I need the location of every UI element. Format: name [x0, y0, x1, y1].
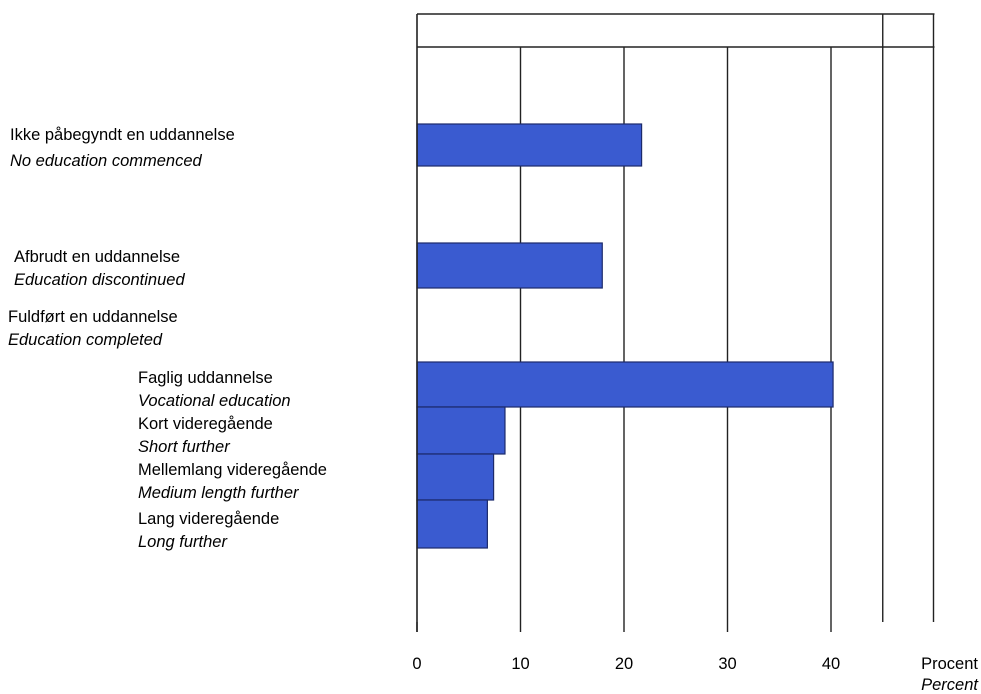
bar-0	[416, 123, 643, 167]
category-labels: Ikke påbegyndt en uddannelse No education…	[8, 126, 327, 551]
x-tick-label-20: 20	[615, 655, 633, 673]
bar-5	[416, 499, 488, 549]
category-label-5: Lang videregående	[138, 510, 279, 528]
x-tick-label-30: 30	[718, 655, 736, 673]
x-tick-label-40: 40	[822, 655, 840, 673]
x-axis-label-en: Percent	[921, 676, 979, 694]
category-label-0: Ikke påbegyndt en uddannelse	[10, 126, 235, 144]
category-label-en-5: Long further	[138, 533, 228, 551]
bar-2	[416, 361, 834, 408]
bars	[416, 123, 834, 549]
bar-3	[416, 406, 506, 455]
category-label-en-1: Education discontinued	[14, 271, 185, 289]
group-heading-label-en: Education completed	[8, 331, 163, 349]
category-label-en-4: Medium length further	[138, 484, 300, 502]
category-label-en-3: Short further	[138, 438, 231, 456]
x-tick-label-0: 0	[412, 655, 421, 673]
x-axis-label: Procent	[921, 655, 978, 673]
bar-4	[416, 453, 495, 501]
category-label-2: Faglig uddannelse	[138, 369, 273, 387]
x-axis-ticks: 0 10 20 30 40	[412, 622, 840, 673]
bar-1	[416, 242, 603, 289]
group-heading-label: Fuldført en uddannelse	[8, 308, 178, 326]
category-label-1: Afbrudt en uddannelse	[14, 248, 180, 266]
plot-frame	[416, 13, 935, 632]
x-axis-title: Procent Percent	[921, 655, 979, 694]
category-label-en-0: No education commenced	[10, 152, 203, 170]
category-label-3: Kort videregående	[138, 415, 273, 433]
category-label-en-2: Vocational education	[138, 392, 291, 410]
x-tick-label-10: 10	[511, 655, 529, 673]
grid	[519, 14, 884, 622]
category-label-4: Mellemlang videregående	[138, 461, 327, 479]
